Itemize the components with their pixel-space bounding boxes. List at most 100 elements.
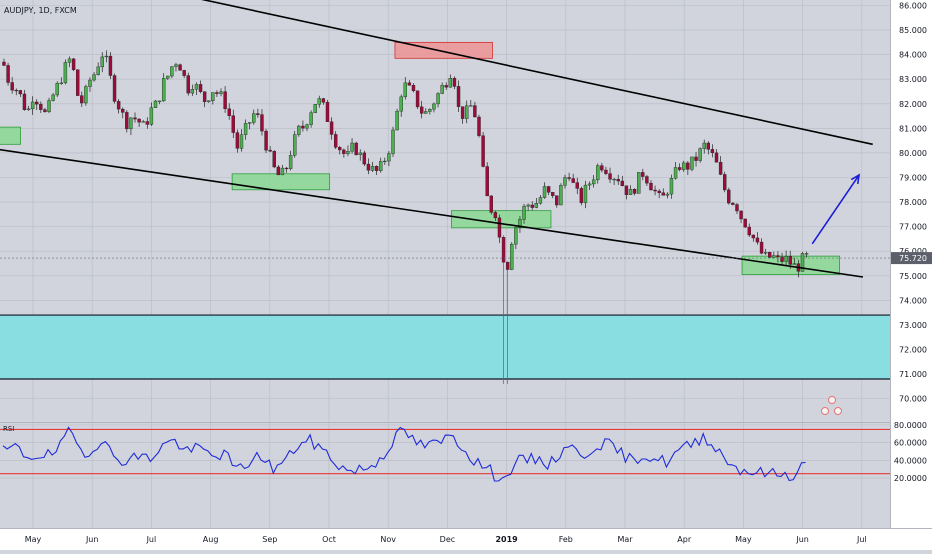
candle-body bbox=[84, 86, 88, 104]
candle-body bbox=[485, 166, 489, 197]
overlay bbox=[0, 0, 890, 415]
candle-body bbox=[329, 121, 334, 135]
candle-body bbox=[166, 75, 170, 79]
price-tick-label: 80.000 bbox=[899, 149, 927, 158]
candle-body bbox=[305, 124, 309, 129]
candle-body bbox=[194, 84, 199, 90]
candle-body bbox=[88, 79, 92, 87]
candle-body bbox=[223, 91, 227, 109]
candle-body bbox=[59, 82, 64, 84]
candle-body bbox=[739, 210, 743, 220]
candle-body bbox=[272, 151, 276, 168]
candle-body bbox=[444, 85, 448, 88]
candle-body bbox=[555, 195, 559, 206]
candle-body bbox=[207, 100, 211, 102]
price-tick-label: 75.000 bbox=[899, 272, 927, 281]
candle-body bbox=[211, 92, 215, 102]
candle-body bbox=[751, 234, 756, 239]
candle-body bbox=[276, 166, 281, 176]
time-tick-label: Aug bbox=[203, 535, 219, 544]
price-tick-label: 73.000 bbox=[899, 321, 927, 330]
time-tick-label: Dec bbox=[440, 535, 455, 544]
candles bbox=[2, 50, 809, 384]
candle-body bbox=[567, 177, 571, 179]
candle-body bbox=[473, 105, 477, 118]
candle-body bbox=[747, 226, 751, 236]
channel-line bbox=[0, 148, 864, 278]
candle-body bbox=[153, 100, 158, 108]
candle-body bbox=[121, 108, 125, 113]
candle-body bbox=[100, 56, 104, 68]
candle-body bbox=[489, 195, 493, 213]
candle-body bbox=[346, 151, 350, 154]
candle-body bbox=[383, 160, 387, 163]
time-tick-label: Jul bbox=[856, 535, 867, 544]
candle-body bbox=[419, 106, 424, 114]
candle-body bbox=[530, 204, 534, 208]
candle-body bbox=[174, 64, 178, 67]
candle-body bbox=[718, 162, 723, 175]
price-tick-label: 76.000 bbox=[899, 247, 927, 256]
candle-body bbox=[706, 142, 711, 150]
zones bbox=[0, 41, 890, 380]
price-tick-label: 72.000 bbox=[899, 345, 927, 354]
candle-body bbox=[456, 86, 461, 107]
candle-body bbox=[243, 123, 248, 135]
candle-body bbox=[399, 96, 403, 112]
candle-body bbox=[145, 121, 150, 125]
candle-body bbox=[657, 190, 661, 193]
candle-body bbox=[551, 192, 555, 196]
candle-body bbox=[108, 55, 113, 76]
candle-body bbox=[604, 169, 608, 174]
candle-body bbox=[247, 122, 252, 124]
candle-body bbox=[682, 162, 686, 170]
price-tick-label: 78.000 bbox=[899, 198, 927, 207]
candle-body bbox=[391, 129, 395, 154]
candle-body bbox=[579, 188, 584, 204]
candle-body bbox=[92, 74, 96, 81]
candle-body bbox=[63, 62, 68, 84]
candle-body bbox=[342, 149, 346, 154]
price-tick-label: 86.000 bbox=[899, 2, 927, 11]
candle-body bbox=[358, 152, 362, 155]
price-tick-label: 84.000 bbox=[899, 51, 927, 60]
candle-body bbox=[493, 212, 498, 219]
price-tick-label: 77.000 bbox=[899, 223, 927, 232]
candle-body bbox=[366, 163, 371, 171]
candle-body bbox=[497, 217, 502, 238]
candle-body bbox=[338, 147, 342, 151]
candle-body bbox=[465, 105, 469, 119]
candle-body bbox=[510, 243, 514, 270]
rsi-tick-label: 60.0000 bbox=[894, 439, 927, 448]
candle-body bbox=[645, 176, 649, 184]
candle-body bbox=[575, 182, 579, 189]
candle-body bbox=[14, 89, 18, 92]
rsi-line bbox=[2, 426, 806, 482]
candle-body bbox=[538, 197, 543, 204]
candle-body bbox=[313, 104, 317, 113]
candle-body bbox=[231, 115, 235, 133]
channel-line bbox=[201, 0, 873, 146]
candle-body bbox=[804, 253, 809, 255]
candle-body bbox=[792, 263, 797, 265]
candle-body bbox=[55, 83, 59, 96]
candle-body bbox=[125, 112, 129, 130]
candle-body bbox=[411, 85, 416, 92]
candle-body bbox=[407, 82, 412, 86]
forecast-arrow-head bbox=[850, 173, 861, 185]
candle-body bbox=[612, 178, 616, 181]
candle-body bbox=[252, 113, 256, 123]
candle-body bbox=[571, 178, 575, 183]
candle-body bbox=[415, 90, 420, 108]
candle-body bbox=[374, 165, 379, 171]
candle-body bbox=[759, 241, 764, 254]
candle-body bbox=[362, 152, 367, 165]
rsi-pane-bg bbox=[0, 422, 890, 528]
candle-body bbox=[501, 237, 506, 263]
candle-body bbox=[481, 135, 485, 167]
time-tick-label: Apr bbox=[677, 535, 692, 544]
candle-body bbox=[788, 255, 792, 265]
demand-zone bbox=[231, 173, 331, 191]
